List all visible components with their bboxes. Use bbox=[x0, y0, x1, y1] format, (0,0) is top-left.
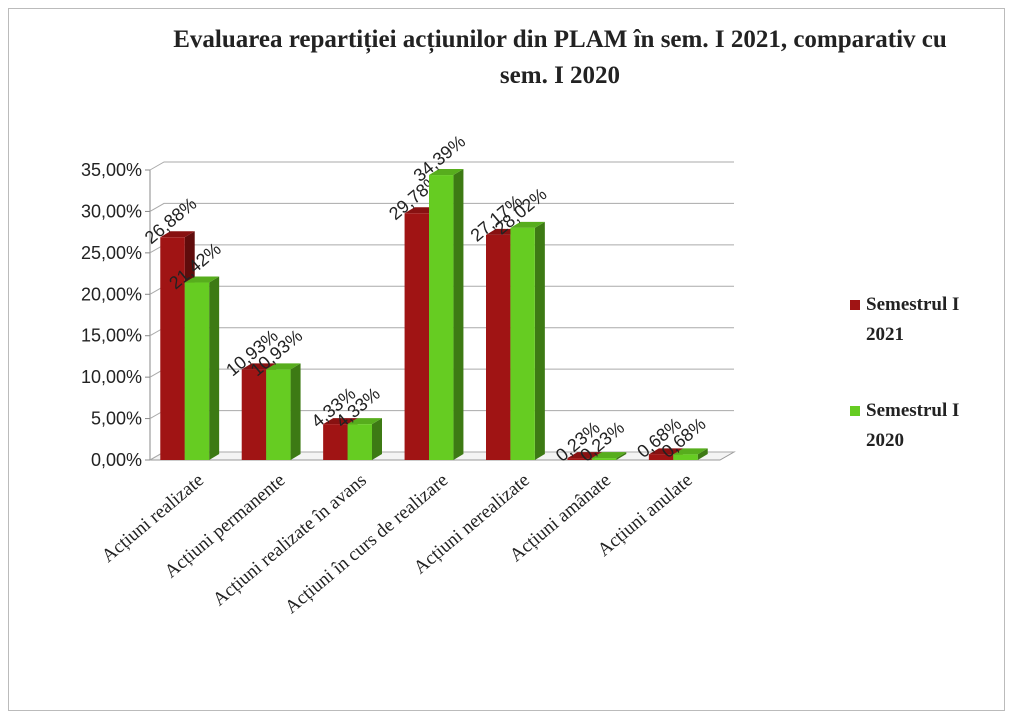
bar bbox=[591, 458, 617, 460]
bar-top bbox=[429, 169, 464, 176]
bar-side bbox=[290, 363, 301, 460]
chart-frame bbox=[8, 8, 1005, 711]
y-tick-label: 35,00% bbox=[81, 160, 142, 180]
bar bbox=[486, 234, 511, 460]
bar-top bbox=[323, 418, 358, 425]
bar-top bbox=[591, 452, 627, 459]
bar-side bbox=[616, 452, 627, 460]
x-tick-label: Acțiuni realizate în avans bbox=[209, 470, 371, 611]
bar-top bbox=[266, 363, 301, 370]
bar-top bbox=[347, 418, 382, 425]
bar bbox=[510, 227, 535, 460]
legend-label: Semestrul I 2021 bbox=[866, 294, 960, 345]
y-tick-label: 10,00% bbox=[81, 367, 142, 387]
legend-item: Semestrul I 2021 bbox=[850, 290, 1000, 350]
bar-top bbox=[648, 448, 684, 455]
chart-title: Evaluarea repartiției acțiunilor din PLA… bbox=[173, 26, 947, 89]
bar-side bbox=[209, 276, 220, 460]
bar bbox=[241, 369, 267, 460]
grid-line bbox=[149, 202, 734, 212]
bar-top bbox=[184, 276, 220, 283]
bar-side bbox=[453, 169, 464, 460]
bar bbox=[404, 213, 429, 460]
bar bbox=[429, 175, 454, 460]
grid-line bbox=[149, 161, 734, 171]
legend-swatch bbox=[850, 406, 860, 416]
legend-swatch bbox=[850, 300, 860, 310]
bar-side bbox=[534, 221, 545, 460]
bar bbox=[266, 369, 291, 460]
bar bbox=[648, 454, 674, 460]
y-tick-label: 15,00% bbox=[81, 326, 142, 346]
legend-label: Semestrul I 2020 bbox=[866, 400, 960, 451]
bar bbox=[160, 237, 185, 460]
y-tick-label: 5,00% bbox=[91, 409, 142, 429]
bar-side bbox=[697, 448, 708, 460]
bar-top bbox=[510, 221, 545, 228]
legend-item: Semestrul I 2020 bbox=[850, 396, 1000, 456]
bar bbox=[323, 424, 348, 460]
bar bbox=[567, 458, 592, 460]
y-tick-label: 20,00% bbox=[81, 284, 142, 304]
bar-top bbox=[160, 231, 195, 238]
bar-top bbox=[567, 452, 602, 459]
y-tick-label: 25,00% bbox=[81, 243, 142, 263]
y-tick-label: 30,00% bbox=[81, 201, 142, 221]
bar-top bbox=[241, 363, 277, 370]
x-tick-label: Acțiuni în curs de realizare bbox=[281, 470, 452, 618]
bar-top bbox=[673, 448, 708, 455]
y-tick-label: 0,00% bbox=[91, 450, 142, 470]
bar bbox=[347, 424, 372, 460]
bar-side bbox=[372, 418, 382, 460]
bar bbox=[184, 282, 210, 460]
bar bbox=[673, 454, 698, 460]
